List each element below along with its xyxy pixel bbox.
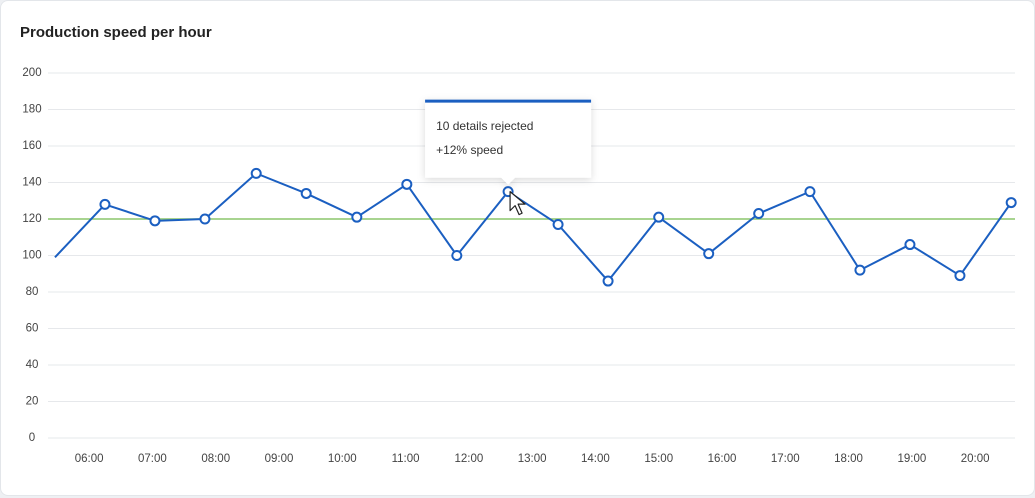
y-tick-label: 20 — [26, 396, 39, 408]
point — [99, 198, 111, 210]
y-tick-label: 180 — [22, 104, 41, 116]
y-tick-label: 0 — [29, 432, 35, 444]
y-tick-label: 120 — [22, 213, 41, 225]
y-tick-label: 100 — [22, 250, 41, 262]
x-tick-label: 12:00 — [454, 453, 483, 465]
x-tick-label: 19:00 — [897, 453, 926, 465]
y-tick-label: 40 — [26, 359, 39, 371]
point — [351, 211, 363, 223]
point — [149, 215, 161, 227]
tooltip-bar — [425, 99, 592, 103]
point — [904, 239, 916, 251]
y-tick-label: 140 — [22, 177, 41, 189]
x-tick-label: 09:00 — [265, 453, 294, 465]
point — [552, 218, 564, 230]
point — [451, 250, 463, 261]
x-tick-label: 14:00 — [581, 453, 610, 465]
x-tick-label: 18:00 — [834, 453, 863, 465]
tooltip-subtitle: +12% speed — [436, 143, 503, 157]
x-tick-label: 08:00 — [201, 453, 230, 465]
point — [300, 187, 312, 199]
point — [401, 178, 413, 190]
x-tick-label: 17:00 — [771, 453, 800, 465]
point — [602, 275, 614, 287]
point — [954, 270, 966, 282]
point — [703, 248, 715, 260]
x-tick-label: 13:00 — [518, 453, 547, 465]
chart-title: Production speed per hour — [20, 24, 212, 41]
y-tick-label: 60 — [26, 323, 39, 335]
point — [1005, 197, 1017, 209]
cursor — [509, 191, 526, 216]
x-tick-label: 11:00 — [392, 453, 420, 465]
x-tick-label: 20:00 — [961, 453, 990, 465]
point — [804, 186, 816, 198]
x-tick-label: 07:00 — [138, 453, 167, 465]
point — [250, 167, 262, 179]
point — [199, 213, 211, 225]
tooltip-box — [425, 99, 592, 185]
x-tick-label: 06:00 — [75, 453, 104, 465]
x-tick-label: 15:00 — [644, 453, 673, 465]
point — [653, 211, 665, 223]
y-tick-label: 200 — [22, 67, 41, 79]
grid: 0 20 40 60 80 100 120 140 160 180 200 06:00 07:00 08:… — [22, 67, 1015, 465]
x-tick-label: 10:00 — [328, 453, 357, 465]
tooltip-title: 10 details rejected — [436, 119, 533, 133]
point — [854, 264, 866, 276]
point — [753, 208, 765, 220]
tooltip: 10 details rejected +12% speed — [425, 99, 592, 216]
y-tick-label: 160 — [22, 140, 41, 152]
plot — [48, 167, 1017, 287]
x-tick-label: 16:00 — [708, 453, 737, 465]
line — [54, 172, 1013, 283]
y-tick-label: 80 — [26, 286, 39, 298]
